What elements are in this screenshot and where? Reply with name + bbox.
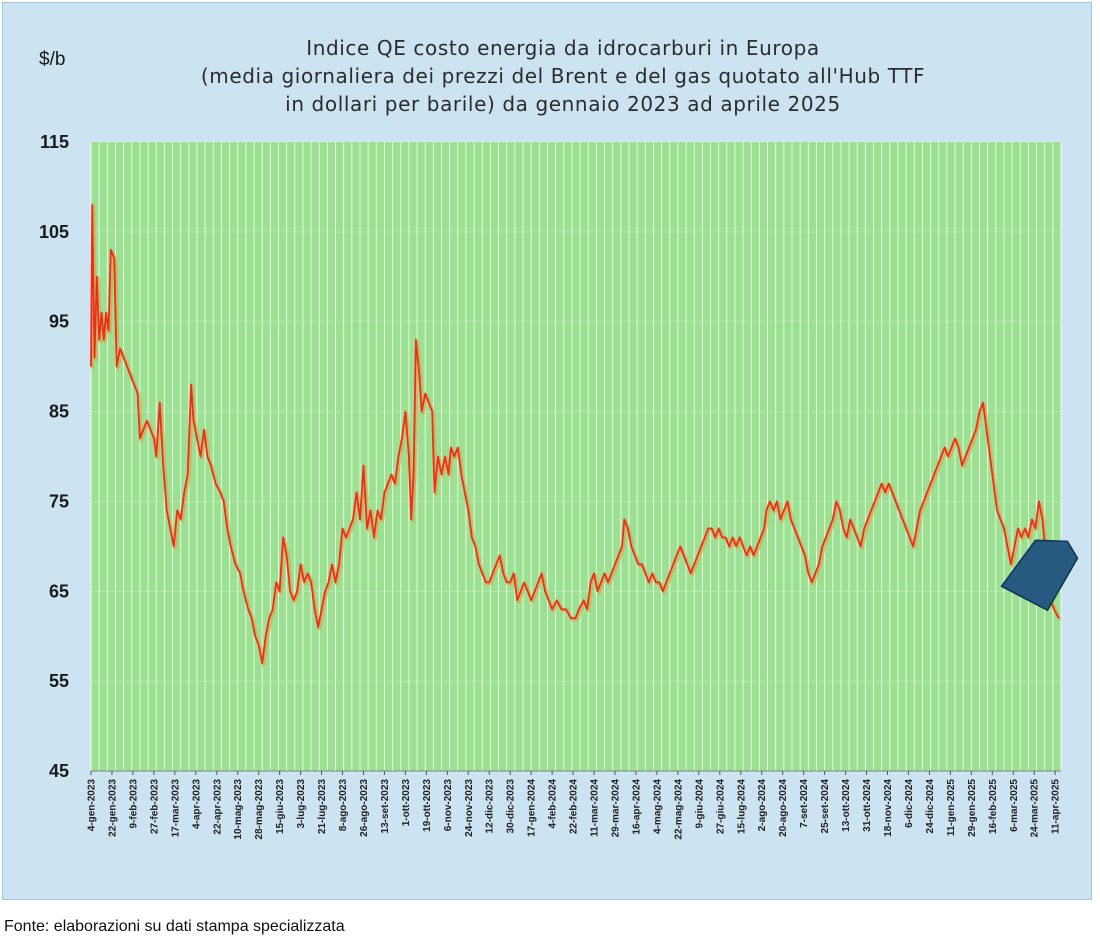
- x-tick-label: 22-feb-2024: [569, 779, 580, 834]
- x-tick-label: 4-feb-2024: [548, 779, 559, 829]
- x-tick-label: 16-apr-2024: [631, 779, 642, 835]
- y-tick-label: 55: [49, 671, 69, 691]
- y-tick-label: 105: [39, 222, 69, 242]
- highlight-pentagon-marker: [1000, 539, 1079, 612]
- y-tick-label: 85: [49, 402, 69, 422]
- x-tick-label: 4-gen-2023: [87, 779, 98, 832]
- x-tick-label: 11-mar-2024: [590, 779, 601, 837]
- x-tick-label: 16-feb-2025: [988, 779, 999, 834]
- x-tick-label: 18-nov-2024: [883, 779, 894, 837]
- x-tick-label: 11-gen-2025: [946, 779, 957, 837]
- x-tick-label: 1-ott-2023: [401, 779, 412, 827]
- x-tick-label: 4-mag-2024: [652, 779, 663, 834]
- x-tick-label: 24-nov-2023: [464, 779, 475, 837]
- x-tick-label: 15-lug-2024: [736, 779, 747, 834]
- x-tick-label: 17-mar-2023: [170, 779, 181, 838]
- x-tick-label: 2-ago-2024: [757, 779, 768, 832]
- x-tick-label: 24-mar-2025: [1030, 779, 1041, 838]
- x-tick-label: 9-giu-2024: [694, 779, 705, 829]
- series-line: [90, 203, 1060, 665]
- x-tick-label: 13-ott-2024: [841, 779, 852, 832]
- plot-area: 45 55 65 75 85 95 105 115 4-gen-2023 22-gen-2023 9…: [39, 132, 1079, 840]
- x-tick-label: 8-ago-2023: [338, 779, 349, 832]
- source-note: Fonte: elaborazioni su dati stampa speci…: [4, 918, 345, 935]
- x-tick-label: 6-dic-2024: [904, 779, 915, 828]
- chart-title-line-3: in dollari per barile) da gennaio 2023 a…: [285, 92, 841, 116]
- x-tick-label: 22-gen-2023: [107, 779, 118, 837]
- x-tick-label: 31-ott-2024: [862, 779, 873, 832]
- x-tick-label: 24-dic-2024: [925, 779, 936, 834]
- x-tick-label: 6-nov-2023: [443, 779, 454, 832]
- x-tick-label: 9-feb-2023: [128, 779, 139, 829]
- x-tick-label: 7-set-2024: [799, 779, 810, 828]
- x-tick-label: 15-giu-2023: [275, 779, 286, 834]
- x-tick-label: 13-set-2023: [380, 779, 391, 834]
- x-tick-label: 21-lug-2023: [317, 779, 328, 834]
- x-tick-label: 22-apr-2023: [212, 779, 223, 835]
- x-tick-label: 12-dic-2023: [485, 779, 496, 834]
- x-tick-label: 20-ago-2024: [778, 779, 789, 837]
- y-tick-label: 65: [49, 581, 69, 601]
- x-tick-label: 29-gen-2025: [967, 779, 978, 837]
- x-tick-label: 30-dic-2023: [506, 779, 517, 834]
- chart-title-line-1: Indice QE costo energia da idrocarburi i…: [306, 36, 820, 60]
- x-tick-label: 3-lug-2023: [296, 779, 307, 829]
- chart-panel: Indice QE costo energia da idrocarburi i…: [2, 2, 1092, 900]
- x-tick-label: 28-mag-2023: [254, 779, 265, 840]
- x-tick-label: 27-feb-2023: [149, 779, 160, 834]
- x-tick-label: 17-gen-2024: [527, 779, 538, 837]
- x-tick-label: 27-giu-2024: [715, 779, 726, 834]
- chart-title-line-2: (media giornaliera dei prezzi del Brent …: [201, 64, 925, 88]
- x-tick-label: 29-mar-2024: [611, 779, 622, 838]
- y-tick-label: 75: [49, 491, 69, 511]
- chart-svg: Indice QE costo energia da idrocarburi i…: [39, 36, 1079, 840]
- x-tick-label: 10-mag-2023: [233, 779, 244, 840]
- x-tick-label: 4-apr-2023: [191, 779, 202, 829]
- x-tick-label: 11-apr-2025: [1051, 779, 1062, 834]
- x-tick-label: 19-ott-2023: [422, 779, 433, 832]
- y-tick-label: 115: [40, 132, 69, 152]
- y-tick-label: 95: [49, 312, 69, 332]
- y-tick-label: 45: [49, 761, 69, 781]
- x-tick-label: 26-ago-2023: [359, 779, 370, 837]
- x-tick-label: 22-mag-2024: [673, 779, 684, 840]
- x-tick-label: 6-mar-2025: [1009, 779, 1020, 832]
- x-tick-label: 25-set-2024: [820, 779, 831, 834]
- y-axis-unit-label: $/b: [39, 49, 65, 70]
- plot-background: [91, 142, 1061, 771]
